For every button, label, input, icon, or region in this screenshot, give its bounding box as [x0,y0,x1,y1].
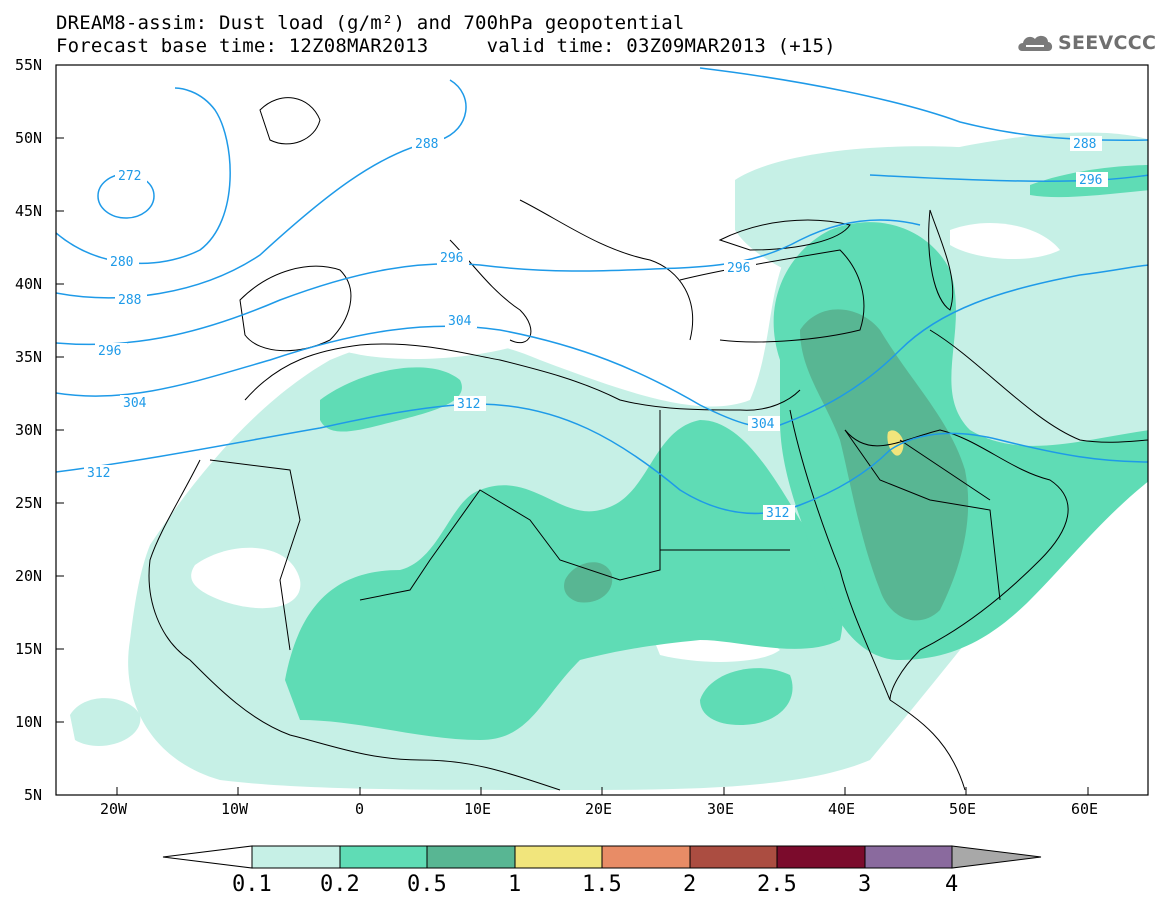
dust-gap-sahara-west [191,547,301,609]
colorbar-label: 3 [858,872,872,897]
contour-label-280: 280 [110,255,133,270]
coastline-horn-of-africa [889,699,966,791]
brand-logo-text: SEEVCCC [1058,32,1157,54]
geopotential-contour-layer [56,67,1148,515]
contour-label-288-c: 288 [415,137,438,152]
coastline-iran [929,329,1148,443]
coastline-persian-gulf [899,439,991,501]
lat-label: 15N [15,640,43,658]
lon-label: 30E [707,800,735,818]
contour-label-304-w: 304 [123,396,147,411]
contour-288-west [56,79,467,299]
contour-label-312-w: 312 [87,466,110,481]
dust-area-dense-arabia [800,309,969,621]
contour-label-304-c: 304 [448,314,472,329]
border-sahel [359,489,661,601]
lat-label: 10N [15,713,43,731]
coastline-mediterranean [244,343,801,411]
lon-label: 10W [221,800,249,818]
coastline-arabia [844,429,1069,701]
contour-label-296-c: 296 [440,251,463,266]
lon-label: 40E [828,800,856,818]
contour-label-304-s: 304 [751,417,775,432]
coastline-iberia [239,265,352,352]
map-title: DREAM8-assim: Dust load (g/m²) and 700hP… [56,12,685,34]
dust-gap-caspian [950,222,1060,260]
colorbar-label: 0.2 [320,872,360,897]
dust-area-medium-sahel [285,420,843,740]
colorbar [162,845,1042,869]
colorbar-label: 4 [945,872,959,897]
colorbar-label: 2.5 [757,872,797,897]
lat-label: 45N [15,202,43,220]
contour-296-west [56,219,921,346]
border-saudi [844,429,1001,601]
lon-label: 0 [355,800,365,818]
coastline-britain [259,97,321,145]
lon-label: 50E [949,800,977,818]
cloud-logo-icon [1018,35,1053,51]
contour-label-296-e: 296 [727,261,750,276]
colorbar-over-arrow [951,845,1042,869]
lat-label: 20N [15,567,43,585]
lon-label: 10E [464,800,492,818]
lat-label: 35N [15,348,43,366]
contour-label-312-s: 312 [766,506,789,521]
contour-labels: 272 280 288 296 304 312 288 296 304 312 … [84,136,1108,521]
contour-label-312-c: 312 [457,397,480,412]
dust-shading-layer [70,132,1148,790]
coastline-balkans [519,199,694,341]
contour-312-west [56,403,1148,515]
colorbar-label: 2 [683,872,697,897]
lat-label: 25N [15,494,43,512]
border-egypt-libya [659,410,790,551]
contour-label-288-e: 288 [1073,137,1096,152]
colorbar-under-arrow [162,845,253,869]
contour-304-west [56,264,1148,428]
dust-area-medium-sudan-south [700,668,793,725]
lon-label: 60E [1071,800,1099,818]
coastline-west-africa [148,459,561,791]
contour-label-296-far: 296 [1079,173,1102,188]
colorbar-label: 0.1 [232,872,272,897]
colorbar-label: 1.5 [582,872,622,897]
colorbar-bin-7 [776,845,866,869]
coastline-caspian [928,209,954,311]
colorbar-bin-1 [251,845,341,869]
colorbar-label: 0.5 [407,872,447,897]
contour-label-288-w: 288 [118,293,141,308]
dust-gap-northafrica [340,327,520,360]
lat-label: 5N [24,786,43,804]
contour-288-east [699,67,1148,141]
lat-label: 50N [15,129,43,147]
coastline-red-sea [789,409,891,701]
colorbar-bin-8 [864,845,953,869]
contour-296-east [869,174,1148,182]
lat-label: 30N [15,421,43,439]
map-subtitle-times: Forecast base time: 12Z08MAR2013 valid t… [56,35,836,57]
border-west-africa [209,459,301,651]
coastline-layer [148,97,1148,791]
lon-label: 20E [585,800,613,818]
axis-ticks [56,64,1089,795]
lon-label: 20W [100,800,128,818]
colorbar-bin-2 [339,845,428,869]
dust-area-medium-libya [320,367,462,432]
lat-label: 55N [15,56,43,74]
colorbar-label: 1 [508,872,522,897]
colorbar-bin-4 [514,845,603,869]
dust-area-dense-chad [564,562,613,603]
contour-label-272: 272 [118,169,141,184]
colorbar-bin-6 [689,845,778,869]
colorbar-bin-5 [601,845,691,869]
contour-label-296-w: 296 [98,344,121,359]
dust-area-light-west [70,698,141,746]
colorbar-bin-3 [426,845,516,869]
lat-label: 40N [15,275,43,293]
